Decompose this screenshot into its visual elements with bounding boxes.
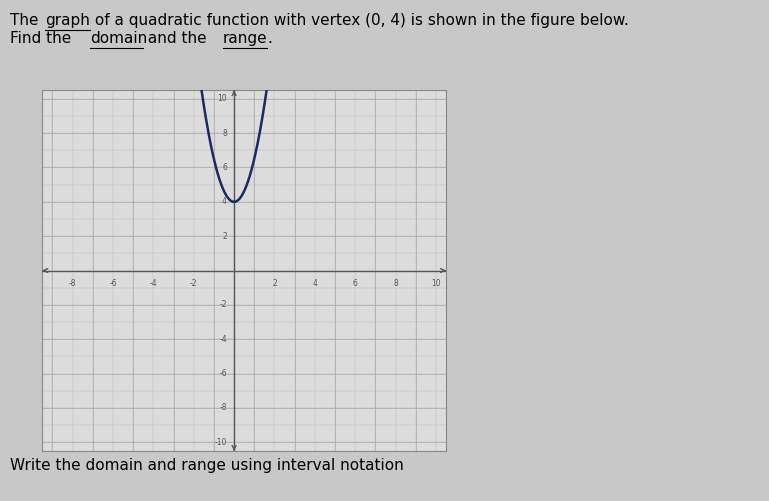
- Text: range: range: [223, 32, 268, 47]
- Text: 4: 4: [222, 197, 227, 206]
- Text: 2: 2: [222, 231, 227, 240]
- Text: 10: 10: [431, 279, 441, 288]
- Text: -2: -2: [190, 279, 198, 288]
- Text: -2: -2: [219, 301, 227, 310]
- Text: -6: -6: [109, 279, 117, 288]
- Text: The: The: [10, 13, 43, 28]
- Text: Write the domain and range using interval notation: Write the domain and range using interva…: [10, 458, 404, 473]
- Text: and the: and the: [143, 32, 211, 47]
- Text: 8: 8: [222, 129, 227, 138]
- Text: .: .: [267, 32, 272, 47]
- Text: -8: -8: [219, 403, 227, 412]
- Text: -8: -8: [68, 279, 76, 288]
- Text: -6: -6: [219, 369, 227, 378]
- Text: 8: 8: [393, 279, 398, 288]
- Text: domain: domain: [90, 32, 147, 47]
- Text: 2: 2: [272, 279, 277, 288]
- Text: of a quadratic function with vertex (0, 4) is shown in the figure below.: of a quadratic function with vertex (0, …: [90, 13, 628, 28]
- Text: 4: 4: [312, 279, 318, 288]
- Text: -4: -4: [219, 335, 227, 344]
- Text: -10: -10: [215, 438, 227, 447]
- Text: -4: -4: [149, 279, 157, 288]
- Text: graph: graph: [45, 13, 90, 28]
- Text: Find the: Find the: [10, 32, 76, 47]
- Text: 10: 10: [218, 94, 227, 103]
- Text: 6: 6: [353, 279, 358, 288]
- Text: 6: 6: [222, 163, 227, 172]
